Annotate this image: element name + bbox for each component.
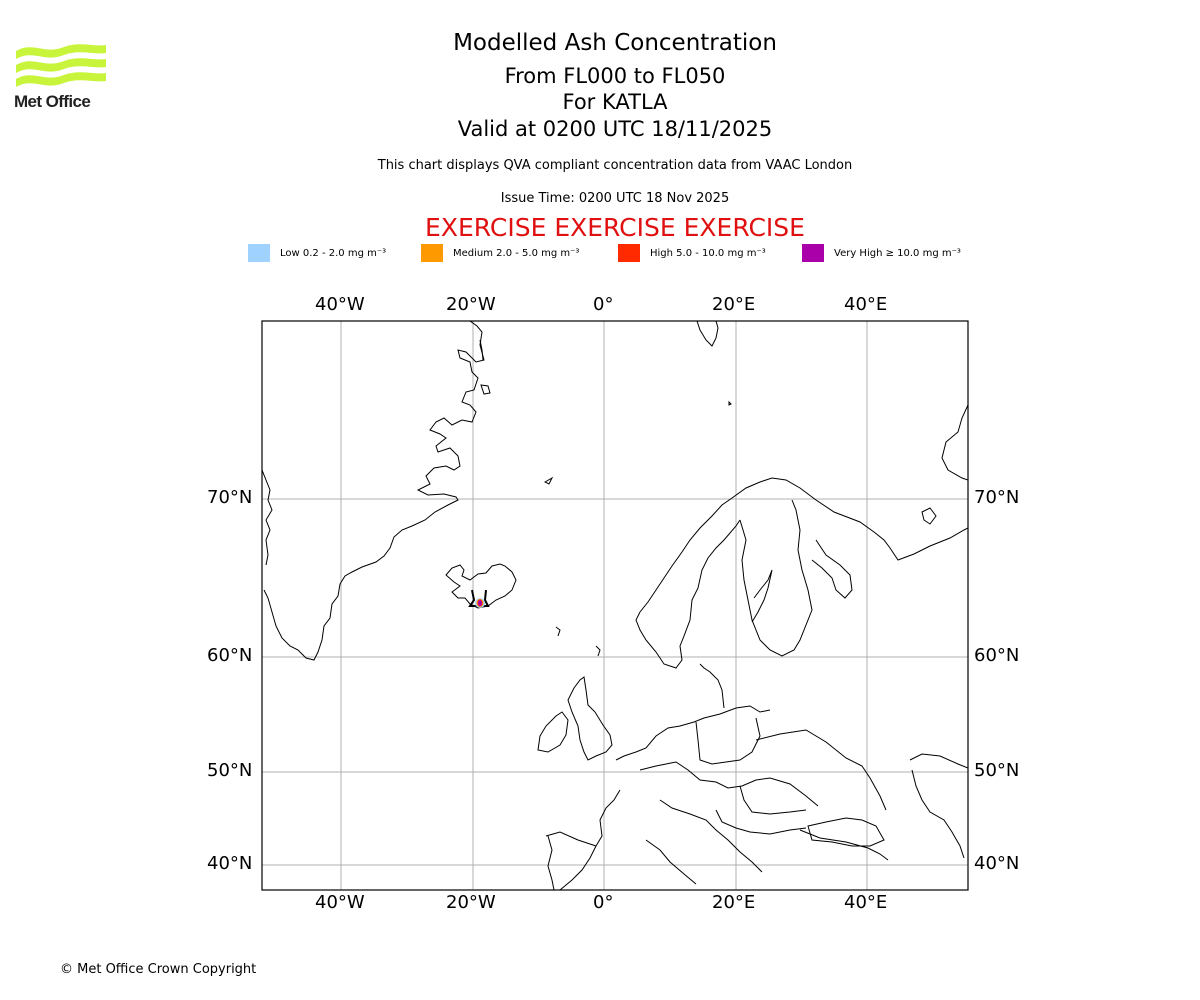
lon-tick-top-40e: 40°E [844,294,888,315]
legend-item-low: Low 0.2 - 2.0 mg m⁻³ [248,244,386,262]
met-office-logo-icon [16,44,106,87]
lon-tick-top-0: 0° [593,294,614,315]
coastlines [262,321,968,890]
lat-tick-left-60n: 60°N [207,645,253,666]
legend-label-very-high: Very High ≥ 10.0 mg m⁻³ [834,247,961,259]
lon-tick-bottom-40w: 40°W [315,892,365,913]
concentration-legend: Low 0.2 - 2.0 mg m⁻³ Medium 2.0 - 5.0 mg… [248,244,1008,264]
lon-tick-bottom-20e: 20°E [712,892,756,913]
legend-label-medium: Medium 2.0 - 5.0 mg m⁻³ [453,247,580,259]
lat-tick-left-50n: 50°N [207,760,253,781]
valid-time: Valid at 0200 UTC 18/11/2025 [457,117,773,141]
legend-swatch-high [618,244,640,262]
legend-item-medium: Medium 2.0 - 5.0 mg m⁻³ [421,244,579,262]
legend-item-high: High 5.0 - 10.0 mg m⁻³ [618,244,766,262]
lon-tick-bottom-40e: 40°E [844,892,888,913]
chart-title: Modelled Ash Concentration [453,30,777,56]
legend-swatch-medium [421,244,443,262]
lat-tick-right-70n: 70°N [974,487,1020,508]
map-frame [261,320,969,891]
lat-tick-right-60n: 60°N [974,645,1020,666]
lon-tick-bottom-0: 0° [593,892,614,913]
legend-label-high: High 5.0 - 10.0 mg m⁻³ [650,247,766,259]
lat-tick-left-70n: 70°N [207,487,253,508]
legend-swatch-very-high [802,244,824,262]
legend-label-low: Low 0.2 - 2.0 mg m⁻³ [280,247,387,259]
ash-plume-katla [475,598,485,608]
issue-time: Issue Time: 0200 UTC 18 Nov 2025 [500,191,730,206]
lon-tick-bottom-20w: 20°W [446,892,496,913]
lat-tick-right-40n: 40°N [974,853,1020,874]
legend-item-very-high: Very High ≥ 10.0 mg m⁻³ [802,244,961,262]
lat-tick-left-40n: 40°N [207,853,253,874]
lon-tick-top-40w: 40°W [315,294,365,315]
lat-tick-right-50n: 50°N [974,760,1020,781]
lon-tick-top-20w: 20°W [446,294,496,315]
lon-tick-top-20e: 20°E [712,294,756,315]
volcano-name: For KATLA [562,90,668,114]
met-office-logo-text: Met Office [14,92,91,111]
legend-swatch-low [248,244,270,262]
copyright-notice: © Met Office Crown Copyright [60,962,257,977]
chart-description: This chart displays QVA compliant concen… [377,158,853,173]
flight-level-range: From FL000 to FL050 [504,64,726,88]
exercise-banner: EXERCISE EXERCISE EXERCISE [425,213,805,242]
